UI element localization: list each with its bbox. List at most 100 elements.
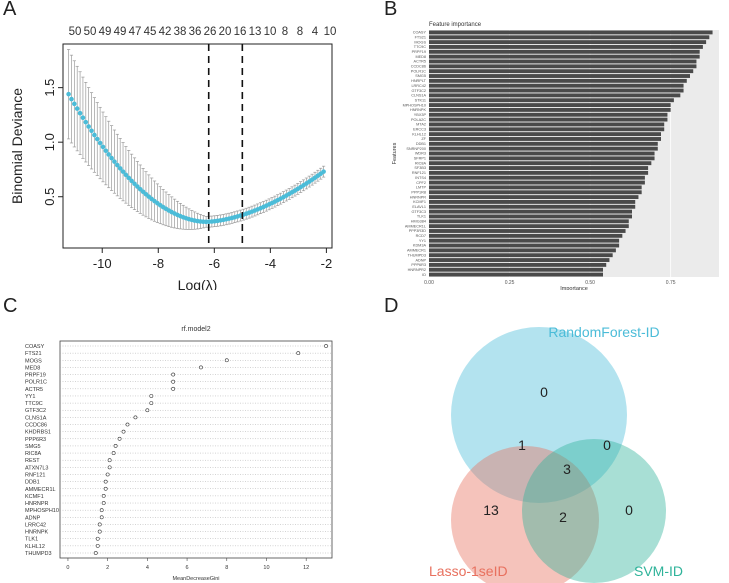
feature-label: RNF121 [25, 472, 45, 478]
feature-label: PPP6R3 [25, 437, 46, 443]
gini-point [117, 436, 122, 441]
deviance-point [74, 106, 80, 111]
feature-label: MTA2 [416, 123, 426, 127]
deviance-point [132, 181, 137, 187]
gini-point [171, 379, 176, 384]
gini-point [149, 394, 154, 398]
feature-label: HNRNPR [410, 195, 427, 199]
feature-label: HNRNPR2 [408, 268, 426, 272]
feature-label: SFRP1 [414, 157, 426, 161]
feature-label: INTS4 [415, 176, 426, 180]
x-axis-label: Importance [560, 286, 588, 290]
feature-label: MOGS [25, 358, 42, 364]
feature-label: ID [422, 273, 426, 277]
x-tick-label: 4 [146, 565, 149, 571]
importance-bar [429, 59, 697, 64]
y-axis-label: Features [392, 142, 398, 164]
rf-dotchart: rf.model2COASYFTS21MOGSMED8PRPF19POLR1CA… [25, 326, 333, 582]
x-tick-label: 0.75 [666, 280, 676, 286]
venn-count: 1 [518, 437, 526, 453]
feature-label: TTC9C [414, 45, 426, 49]
feature-label: DDB1 [416, 142, 426, 146]
importance-bar [429, 272, 603, 277]
deviance-point [100, 144, 106, 150]
feature-label: GTF3C3 [411, 210, 426, 214]
feature-label: MPHOSPH10 [25, 508, 59, 514]
gini-point [103, 486, 108, 491]
venn-count: 2 [559, 509, 567, 525]
feature-label: LRRC42 [411, 84, 426, 88]
importance-bar [429, 156, 655, 161]
x-tick-label: 0.25 [505, 280, 515, 286]
importance-bar [429, 195, 639, 200]
gini-point [125, 422, 130, 427]
importance-bar [429, 45, 703, 49]
deviance-point [92, 132, 97, 138]
top-tick-label: 8 [282, 26, 288, 38]
feature-label: ADNP [415, 258, 426, 262]
top-tick-label: 26 [204, 26, 217, 38]
feature-label: HNRNPK [25, 530, 49, 536]
gini-point [97, 529, 102, 534]
deviance-point [72, 101, 77, 107]
gini-point [171, 386, 176, 391]
top-tick-label: 49 [114, 26, 127, 38]
feature-label: PPP6R3 [411, 263, 426, 267]
feature-label: KCMF1 [25, 494, 44, 500]
deviance-point [69, 96, 74, 102]
importance-bar [429, 166, 649, 170]
top-tick-label: 42 [159, 26, 172, 38]
panel-label-b: B [384, 0, 398, 20]
importance-bar [429, 180, 645, 185]
venn-circle [451, 327, 627, 503]
importance-bar [429, 112, 668, 117]
feature-label: LRRC42 [25, 522, 46, 528]
top-tick-label: 4 [312, 26, 319, 38]
top-tick-label: 50 [69, 26, 82, 38]
deviance-point [321, 169, 326, 174]
gini-point [111, 451, 116, 455]
top-tick-label: 36 [189, 26, 202, 38]
feature-label: PPP3R3D [409, 229, 427, 233]
feature-label: CPF2 [416, 181, 426, 185]
feature-label: MOGS [414, 40, 426, 44]
feature-label: TLK1 [417, 215, 426, 219]
feature-label: CLNS1A [411, 94, 426, 98]
x-tick-label: 2 [106, 565, 109, 571]
importance-bar [429, 35, 710, 40]
venn-circle [451, 446, 599, 583]
importance-bar [429, 209, 632, 214]
gini-point [101, 501, 106, 505]
feature-label: PRPF19 [25, 373, 46, 379]
venn-count: 3 [563, 461, 571, 477]
deviance-point [120, 169, 126, 174]
feature-label: THUMPD3 [408, 253, 426, 257]
gini-point [97, 522, 102, 527]
deviance-point [77, 110, 83, 116]
gini-point [99, 515, 104, 520]
x-tick-label: 0.50 [585, 280, 595, 286]
feature-label: ERCC3 [413, 127, 426, 131]
x-axis-label: MeanDecreaseGini [172, 576, 219, 582]
feature-label: MED8 [415, 55, 426, 59]
importance-bar [429, 199, 636, 204]
deviance-point [106, 152, 112, 157]
gini-point [296, 351, 301, 356]
gini-point [145, 408, 150, 413]
feature-label: ATXN7L3 [25, 465, 48, 471]
feature-label: COASY [413, 31, 427, 35]
importance-bar [429, 262, 607, 267]
feature-label: KLHL12 [25, 544, 45, 550]
venn-count: 13 [483, 502, 499, 518]
x-tick-label: 0 [66, 565, 69, 571]
feature-label: PPP1R8 [411, 190, 426, 194]
x-tick-label: 12 [303, 565, 309, 571]
feature-label: STK11 [415, 98, 426, 102]
top-tick-label: 13 [249, 26, 262, 38]
feature-label: SNRNP200 [406, 147, 426, 151]
feature-label: TLK1 [25, 537, 38, 543]
importance-bar [429, 190, 642, 195]
feature-label: HNRNPK [410, 108, 427, 112]
top-tick-label: 47 [129, 26, 142, 38]
feature-label: KLHL12 [412, 132, 426, 136]
